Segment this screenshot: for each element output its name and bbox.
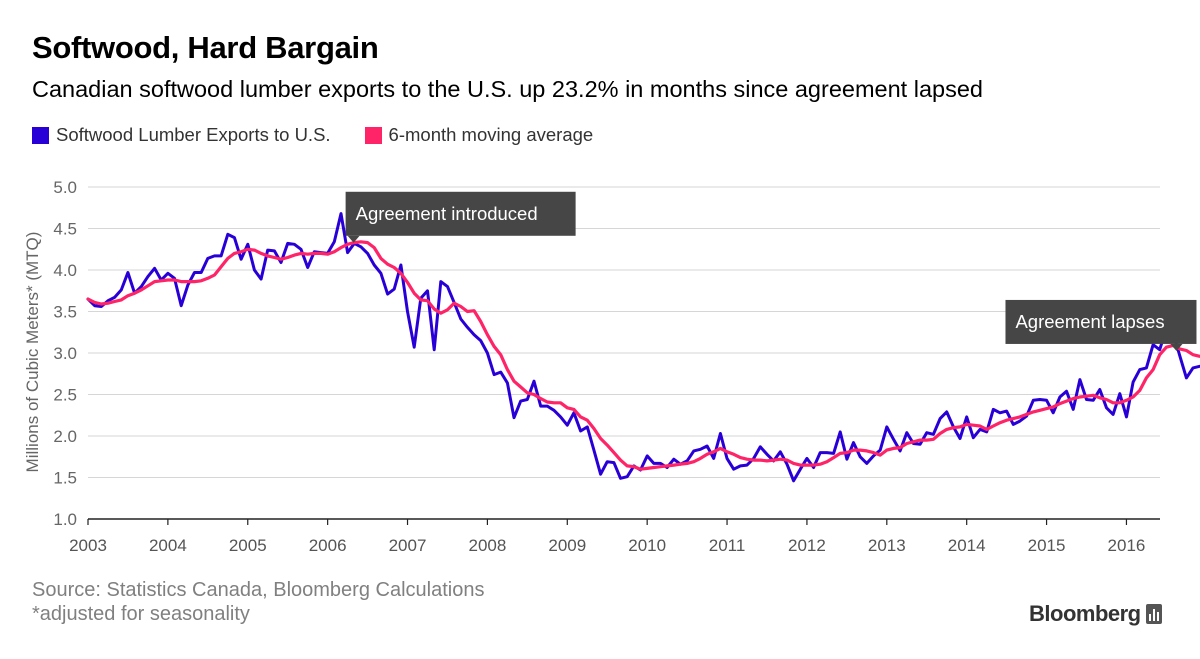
x-tick-label: 2005 bbox=[229, 536, 267, 555]
y-tick-label: 3.0 bbox=[53, 344, 77, 363]
y-tick-label: 3.5 bbox=[53, 303, 77, 322]
source-note: Source: Statistics Canada, Bloomberg Cal… bbox=[32, 579, 485, 601]
x-tick-label: 2012 bbox=[788, 536, 826, 555]
series-line-moving-average bbox=[86, 240, 1200, 471]
y-tick-label: 1.0 bbox=[53, 510, 77, 529]
legend-label-exports: Softwood Lumber Exports to U.S. bbox=[56, 124, 331, 145]
legend-item-exports: Softwood Lumber Exports to U.S. bbox=[32, 124, 331, 146]
x-tick-label: 2016 bbox=[1108, 536, 1146, 555]
annotation-label: Agreement lapses bbox=[1015, 311, 1164, 332]
x-tick-label: 2008 bbox=[468, 536, 506, 555]
y-tick-label: 5.0 bbox=[53, 178, 77, 197]
legend-swatch-exports bbox=[32, 126, 49, 144]
y-tick-label: 4.5 bbox=[53, 220, 77, 239]
y-axis-label: Millions of Cubic Meters* (MTQ) bbox=[23, 232, 42, 473]
chart-legend: Softwood Lumber Exports to U.S. 6-month … bbox=[32, 124, 627, 146]
brand-name: Bloomberg bbox=[1029, 601, 1141, 626]
legend-item-moving-average: 6-month moving average bbox=[364, 124, 594, 146]
annotation-pointer bbox=[1170, 343, 1183, 351]
y-tick-label: 2.5 bbox=[53, 386, 77, 405]
x-tick-label: 2010 bbox=[628, 536, 666, 555]
y-tick-label: 2.0 bbox=[53, 427, 77, 446]
x-tick-label: 2007 bbox=[389, 536, 427, 555]
annotation-label: Agreement introduced bbox=[356, 203, 538, 224]
x-tick-label: 2011 bbox=[709, 536, 746, 555]
x-tick-label: 2009 bbox=[548, 536, 586, 555]
chart-title: Softwood, Hard Bargain bbox=[32, 30, 379, 65]
seasonality-note: *adjusted for seasonality bbox=[32, 603, 250, 625]
y-tick-label: 4.0 bbox=[53, 261, 77, 280]
x-tick-label: 2014 bbox=[948, 536, 986, 555]
legend-swatch-moving-average bbox=[364, 126, 382, 144]
annotation-pointer bbox=[347, 235, 360, 243]
x-tick-label: 2013 bbox=[868, 536, 906, 555]
brand-logo: Bloomberg bbox=[1029, 601, 1162, 627]
series-line-exports bbox=[86, 212, 1200, 483]
y-tick-label: 1.5 bbox=[53, 469, 77, 488]
x-tick-label: 2004 bbox=[149, 536, 187, 555]
legend-label-moving-average: 6-month moving average bbox=[388, 124, 594, 145]
bloomberg-chart-icon bbox=[1145, 604, 1162, 624]
x-tick-label: 2006 bbox=[309, 536, 347, 555]
annotation-box bbox=[1005, 299, 1197, 344]
x-tick-label: 2015 bbox=[1028, 536, 1066, 555]
chart-subtitle: Canadian softwood lumber exports to the … bbox=[32, 76, 983, 102]
x-tick-label: 2003 bbox=[69, 536, 107, 555]
annotation-box bbox=[345, 191, 576, 236]
